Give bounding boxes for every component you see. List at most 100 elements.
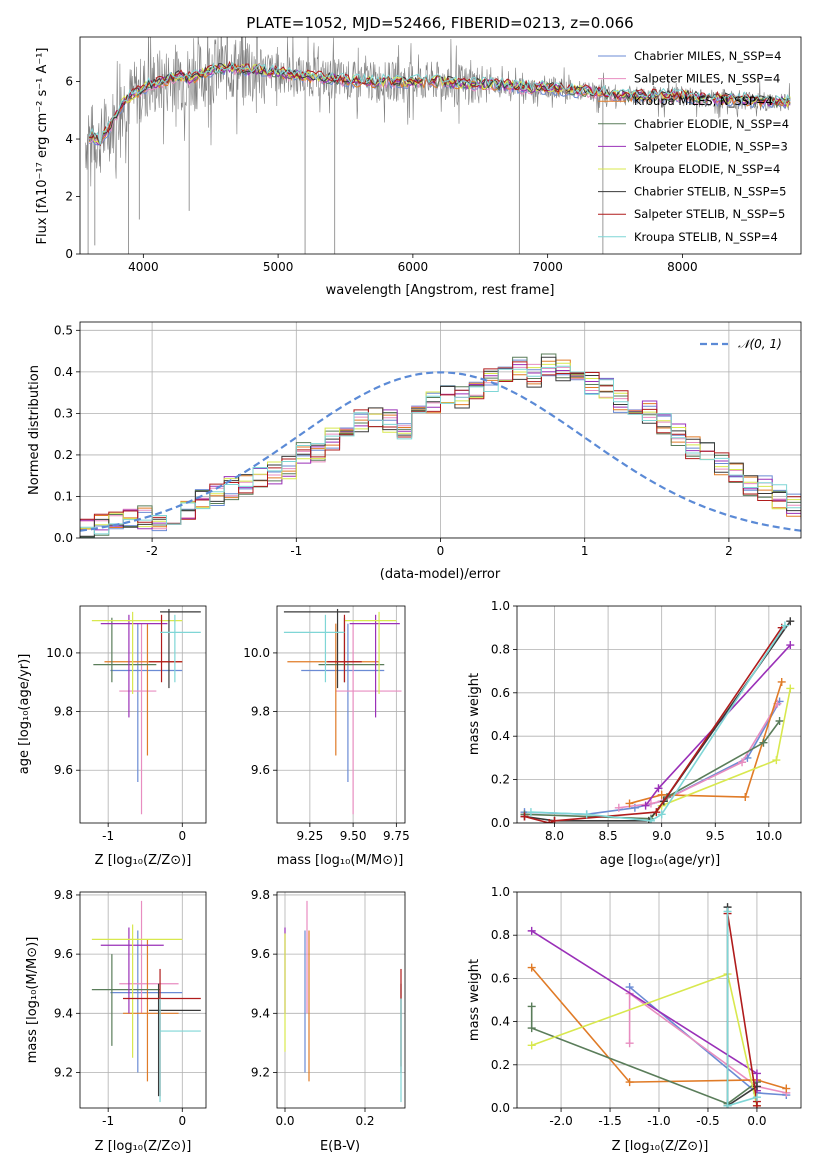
x-tick-label: -1 — [290, 544, 302, 558]
x-tick-label: 7000 — [532, 260, 563, 274]
observed-spectrum-line — [85, 37, 791, 187]
residuals-legend: 𝒩(0, 1) — [700, 337, 782, 351]
y-tick-label: 1.0 — [491, 599, 510, 613]
y-tick-label: 9.6 — [54, 763, 73, 777]
weight-marker — [641, 801, 650, 810]
axes-frame — [516, 891, 802, 1109]
spectrum-panel: wavelength [Angstrom, rest frame] Flux [… — [35, 36, 802, 298]
y-tick-label: 9.8 — [251, 705, 270, 719]
weight-line — [531, 973, 758, 1106]
x-tick-label: -2 — [146, 544, 158, 558]
mass-vs-z-panel: Z [log₁₀(Z/Z⊙)] mass [log₁₀(M/M⊙)] -1 0 9.… — [25, 888, 207, 1154]
age-z-ylabel: age [log₁₀(age/yr)] — [17, 654, 32, 775]
plot-area — [85, 37, 791, 254]
weight-age-ylabel: mass weight — [467, 673, 482, 755]
axes-frame — [79, 321, 802, 539]
weight-age-xlabel: age [log₁₀(age/yr)] — [600, 853, 721, 868]
weight-marker — [526, 808, 535, 817]
legend-label: Chabrier STELIB, N_SSP=5 — [634, 185, 786, 199]
normal-reference-curve — [80, 371, 801, 532]
legend-label: Salpeter MILES, N_SSP=4 — [634, 72, 780, 86]
weight-marker — [786, 641, 795, 650]
weight-marker — [723, 907, 732, 916]
weight-z-ylabel: mass weight — [467, 959, 482, 1041]
weight-vs-age-panel: age [log₁₀(age/yr)] mass weight 8.0 8.5 9.… — [467, 599, 802, 868]
y-tick-label: 0.4 — [491, 729, 510, 743]
axes-frame — [79, 891, 207, 1109]
x-tick-label: 0 — [178, 1114, 186, 1128]
residual-histogram — [80, 359, 801, 530]
age-mass-xlabel: mass [log₁₀(M/M⊙)] — [277, 853, 404, 868]
y-tick-label: 9.8 — [54, 888, 73, 902]
residual-histogram — [80, 362, 801, 529]
legend-label: Kroupa MILES, N_SSP=4 — [634, 94, 773, 108]
weight-marker — [527, 926, 536, 935]
x-tick-label: -1 — [102, 829, 114, 843]
x-tick-label: 0.0 — [747, 1114, 766, 1128]
legend-label: Kroupa STELIB, N_SSP=4 — [634, 230, 778, 244]
model-spectrum-line — [88, 61, 791, 145]
x-tick-label: 8.5 — [599, 829, 618, 843]
weight-marker — [527, 963, 536, 972]
weight-line — [628, 991, 787, 1094]
weight-marker — [780, 621, 789, 630]
y-tick-label: 9.6 — [54, 947, 73, 961]
spectrum-ylabel: Flux [fλ10⁻¹⁷ erg cm⁻² s⁻¹ A⁻¹] — [35, 48, 50, 245]
y-tick-label: 0.1 — [54, 489, 73, 503]
axes-frame — [516, 605, 802, 824]
x-tick-label: 0.2 — [355, 1114, 374, 1128]
x-tick-label: -1.5 — [598, 1114, 621, 1128]
x-tick-label: 9.5 — [706, 829, 725, 843]
y-tick-label: 0.8 — [491, 928, 510, 942]
x-tick-label: -1 — [102, 1114, 114, 1128]
mass-z-ylabel: mass [log₁₀(M/M⊙)] — [25, 937, 40, 1064]
weight-line — [618, 703, 779, 809]
y-tick-label: 9.6 — [251, 947, 270, 961]
weight-marker — [527, 1024, 536, 1033]
plot-area — [517, 892, 801, 1108]
y-tick-label: 4 — [65, 132, 73, 146]
x-tick-label: 5000 — [263, 260, 294, 274]
weight-marker — [520, 812, 529, 821]
x-tick-label: -2.0 — [549, 1114, 572, 1128]
y-tick-label: 0.0 — [491, 1101, 510, 1115]
legend-label: Salpeter ELODIE, N_SSP=3 — [634, 139, 788, 153]
y-tick-label: 6 — [65, 75, 73, 89]
y-tick-label: 0.2 — [491, 1058, 510, 1072]
legend-label: Salpeter STELIB, N_SSP=5 — [634, 207, 785, 221]
residual-histogram — [80, 359, 801, 538]
weight-line — [531, 967, 787, 1090]
weight-marker — [657, 790, 666, 799]
plot-area — [80, 322, 801, 538]
y-tick-label: 0.0 — [54, 531, 73, 545]
y-tick-label: 10.0 — [46, 646, 73, 660]
axes-frame — [79, 605, 207, 824]
x-tick-label: 10.0 — [755, 829, 782, 843]
weight-marker — [646, 799, 655, 808]
weight-line — [531, 930, 758, 1091]
x-tick-label: 0 — [437, 544, 445, 558]
axes-frame — [79, 36, 802, 255]
y-tick-label: 9.2 — [54, 1065, 73, 1079]
x-tick-label: -0.5 — [696, 1114, 719, 1128]
y-tick-label: 0.8 — [491, 642, 510, 656]
x-tick-label: 4000 — [128, 260, 159, 274]
residual-histogram — [80, 353, 801, 538]
weight-marker — [527, 1002, 536, 1011]
plot-area — [80, 606, 206, 823]
weight-marker — [657, 810, 666, 819]
residuals-panel: (data-model)/error Normed distribution -… — [27, 321, 802, 582]
weight-marker — [738, 758, 747, 767]
weight-marker — [646, 816, 655, 823]
age-vs-z-panel: Z [log₁₀(Z/Z⊙)] age [log₁₀(age/yr)] -1 0 9… — [17, 605, 207, 868]
y-tick-label: 1.0 — [491, 885, 510, 899]
weight-vs-z-panel: Z [log₁₀(Z/Z⊙)] mass weight -2.0 -1.5 -1.0… — [467, 885, 802, 1154]
weight-marker — [625, 1039, 634, 1048]
y-tick-label: 0.4 — [491, 1015, 510, 1029]
residuals-xlabel: (data-model)/error — [380, 567, 501, 582]
x-tick-label: 0.0 — [275, 1114, 294, 1128]
y-tick-label: 0.3 — [54, 406, 73, 420]
legend-label: Chabrier MILES, N_SSP=4 — [634, 49, 781, 63]
residual-histogram — [80, 363, 801, 530]
figure-title: PLATE=1052, MJD=52466, FIBERID=0213, z=0… — [246, 14, 633, 32]
